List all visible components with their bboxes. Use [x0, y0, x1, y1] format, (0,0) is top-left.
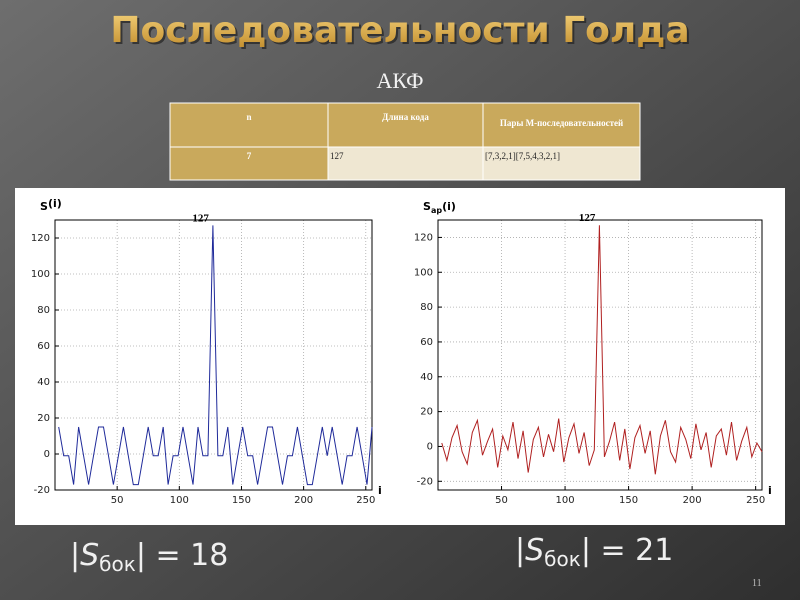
plot-frame [54, 219, 373, 491]
y-tick-label: -20 [34, 485, 50, 496]
formula-part: | [515, 533, 525, 568]
x-axis-label: i [378, 484, 382, 497]
x-tick-label: 200 [294, 495, 313, 506]
x-tick-label: 200 [683, 495, 702, 506]
data-line [58, 225, 373, 486]
y-tick-label: 80 [37, 305, 50, 316]
x-tick-label: 50 [111, 495, 124, 506]
table-cell-text: 7 [247, 151, 252, 161]
y-tick-label: 40 [37, 377, 50, 388]
formula-right: |Sбок| = 21 [515, 533, 673, 571]
page-number: 11 [752, 578, 762, 589]
table-header-text: Пары М-последовательностей [500, 118, 623, 128]
chart-panel [15, 188, 785, 525]
formula-part: бок [99, 552, 136, 576]
table-header-text: Длина кода [382, 112, 429, 122]
title: Последовательности Голда [110, 10, 689, 51]
y-label-part: S [423, 200, 431, 213]
y-tick-label: 20 [37, 413, 50, 424]
y-label-part: ap [431, 206, 442, 215]
y-label-part: (i) [48, 197, 62, 210]
table-header-cell [327, 102, 484, 148]
y-tick-label: 0 [427, 441, 433, 452]
formula-part: бок [544, 547, 581, 571]
y-tick-label: 0 [44, 449, 50, 460]
x-tick-label: 100 [170, 495, 189, 506]
x-tick-label: 150 [619, 495, 638, 506]
y-tick-label: 40 [420, 372, 433, 383]
table-cell [327, 146, 484, 181]
y-tick-label: 120 [31, 233, 50, 244]
y-tick-label: 60 [420, 337, 433, 348]
y-label-part: (i) [442, 200, 456, 213]
y-tick-label: 20 [420, 407, 433, 418]
x-tick-label: 250 [356, 495, 375, 506]
y-axis-label: Sap(i) [423, 200, 456, 215]
x-tick-label: 50 [495, 495, 508, 506]
table-cell-text: 127 [330, 151, 344, 161]
title-shadow: Последовательности Голда [112, 12, 691, 53]
table-cell [482, 146, 641, 181]
y-tick-label: -20 [417, 476, 433, 487]
y-tick-label: 100 [414, 267, 433, 278]
x-tick-label: 150 [232, 495, 251, 506]
table-header-text: n [246, 112, 251, 122]
y-tick-label: 120 [414, 232, 433, 243]
x-tick-label: 100 [556, 495, 575, 506]
y-label-part: S [40, 200, 48, 213]
x-axis-label: i [768, 484, 772, 497]
y-tick-label: 100 [31, 269, 50, 280]
formula-part: | [70, 538, 80, 573]
formula-part: | = 21 [581, 533, 674, 568]
formula-part: S [80, 538, 99, 573]
table-header-line: Пары М-последовательностей [500, 118, 623, 128]
y-tick-label: 80 [420, 302, 433, 313]
subtitle: АКФ [377, 68, 424, 93]
peak-annotation: 127 [192, 212, 209, 224]
formula-left: |Sбок| = 18 [70, 538, 228, 576]
y-tick-label: 60 [37, 341, 50, 352]
formula-part: S [525, 533, 544, 568]
table: n Длина кода Пары М-последовательностей 7 12… [169, 102, 641, 181]
table-cell-text: [7,3,2,1][7,5,4,3,2,1] [485, 151, 560, 161]
y-axis-label: S(i) [40, 197, 62, 213]
table-header-cell [169, 102, 329, 148]
peak-annotation: 127 [579, 212, 596, 224]
formula-part: | = 18 [136, 538, 229, 573]
data-line [441, 225, 763, 475]
plot-frame [437, 219, 763, 491]
x-tick-label: 250 [746, 495, 765, 506]
